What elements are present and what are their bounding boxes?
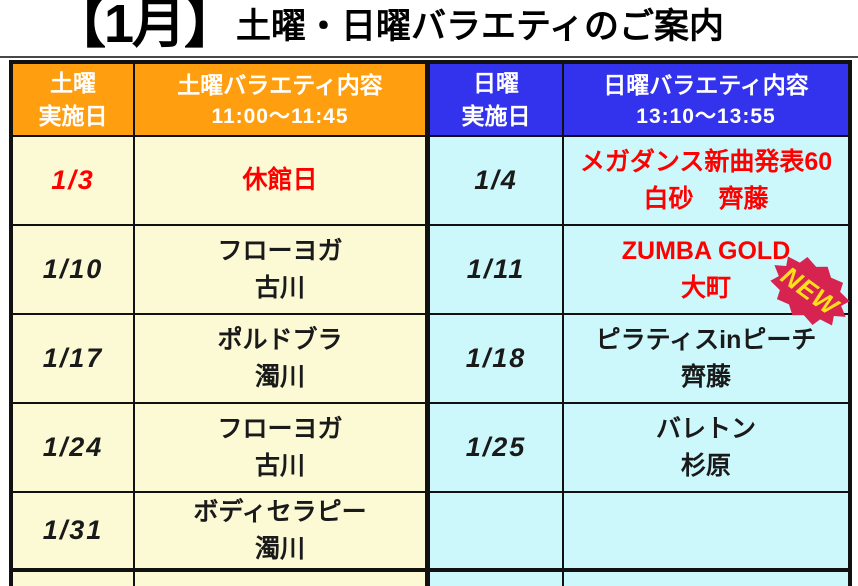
instructor-name: 大町	[680, 273, 731, 302]
date-text: 1/4	[474, 165, 518, 195]
header-line: 土曜	[50, 69, 96, 96]
activity-name: ボディセラピー	[193, 497, 367, 526]
continuation-cell	[135, 572, 425, 586]
divider-rule	[0, 56, 858, 58]
sunday-date-cell: 1/11	[430, 226, 562, 313]
sunday-date-cell	[430, 493, 562, 568]
table-continuation	[9, 572, 852, 586]
activity-name: メガダンス新曲発表60	[579, 147, 833, 176]
activity-name: ZUMBA GOLD	[621, 236, 791, 265]
saturday-content-header: 土曜バラエティ内容 11:00〜11:45	[135, 64, 425, 135]
header-line: 日曜	[473, 69, 519, 96]
header-line: 日曜バラエティ内容	[603, 71, 809, 98]
date-text: 1/31	[42, 515, 104, 545]
title-month: 【1月】	[52, 0, 238, 54]
activity-name: ピラティスinピーチ	[595, 325, 817, 354]
saturday-activity-cell: フローヨガ 古川	[135, 404, 425, 491]
sunday-activity-cell: バレトン 杉原	[564, 404, 848, 491]
continuation-cell	[564, 572, 848, 586]
table-divider	[427, 315, 428, 402]
table-divider	[427, 226, 428, 313]
date-text: 1/10	[42, 254, 104, 284]
date-text: 1/18	[465, 343, 527, 373]
header-line: 実施日	[38, 102, 108, 129]
date-text: 1/11	[466, 254, 526, 284]
saturday-activity-cell: 休館日	[135, 137, 425, 224]
header-time: 13:10〜13:55	[636, 104, 776, 128]
sunday-date-cell: 1/25	[430, 404, 562, 491]
instructor-name: 濁川	[254, 362, 305, 391]
activity-name: フローヨガ	[217, 414, 343, 443]
date-text: 1/17	[42, 343, 104, 373]
saturday-date-cell: 1/3	[13, 137, 133, 224]
table-divider	[427, 64, 428, 135]
sunday-content-header: 日曜バラエティ内容 13:10〜13:55	[564, 64, 848, 135]
page-title: 【1月】 土曜・日曜バラエティのご案内	[52, 0, 724, 56]
new-badge-star	[770, 256, 850, 326]
sunday-date-cell: 1/4	[430, 137, 562, 224]
new-badge: NEW	[757, 241, 858, 341]
date-text: 1/3	[51, 165, 95, 195]
table-divider	[427, 404, 428, 491]
saturday-activity-cell: ボディセラピー 濁川	[135, 493, 425, 568]
table-divider	[427, 572, 428, 586]
instructor-name: 古川	[254, 451, 305, 480]
date-text: 1/24	[42, 432, 104, 462]
saturday-date-cell: 1/17	[13, 315, 133, 402]
saturday-date-cell: 1/31	[13, 493, 133, 568]
title-subtitle: 土曜・日曜バラエティのご案内	[236, 7, 724, 46]
sunday-date-header: 日曜 実施日	[430, 64, 562, 135]
continuation-cell	[430, 572, 562, 586]
header-time: 11:00〜11:45	[211, 104, 349, 128]
header-line: 土曜バラエティ内容	[177, 71, 383, 98]
sunday-activity-cell	[564, 493, 848, 568]
saturday-date-header: 土曜 実施日	[13, 64, 133, 135]
activity-name: フローヨガ	[217, 236, 343, 265]
instructor-name: 齊藤	[680, 362, 731, 391]
schedule-table: 土曜 実施日 土曜バラエティ内容 11:00〜11:45 日曜 実施日 日曜バラ…	[9, 60, 852, 572]
saturday-activity-cell: ポルドブラ 濁川	[135, 315, 425, 402]
table-divider	[427, 137, 428, 224]
header-line: 実施日	[461, 102, 531, 129]
instructor-name: 古川	[254, 273, 305, 302]
instructor-name: 濁川	[254, 534, 305, 563]
instructor-name: 杉原	[680, 451, 731, 480]
activity-name: バレトン	[655, 414, 756, 443]
date-text: 1/25	[465, 432, 527, 462]
sunday-activity-cell: メガダンス新曲発表60 白砂 齊藤	[564, 137, 848, 224]
continuation-cell	[13, 572, 133, 586]
saturday-date-cell: 1/10	[13, 226, 133, 313]
table-divider	[427, 493, 428, 568]
instructor-name: 白砂 齊藤	[643, 184, 769, 213]
sunday-date-cell: 1/18	[430, 315, 562, 402]
activity-name: ポルドブラ	[217, 325, 343, 354]
sunday-activity-cell: ピラティスinピーチ 齊藤	[564, 315, 848, 402]
saturday-date-cell: 1/24	[13, 404, 133, 491]
activity-name: 休館日	[242, 166, 318, 194]
saturday-activity-cell: フローヨガ 古川	[135, 226, 425, 313]
